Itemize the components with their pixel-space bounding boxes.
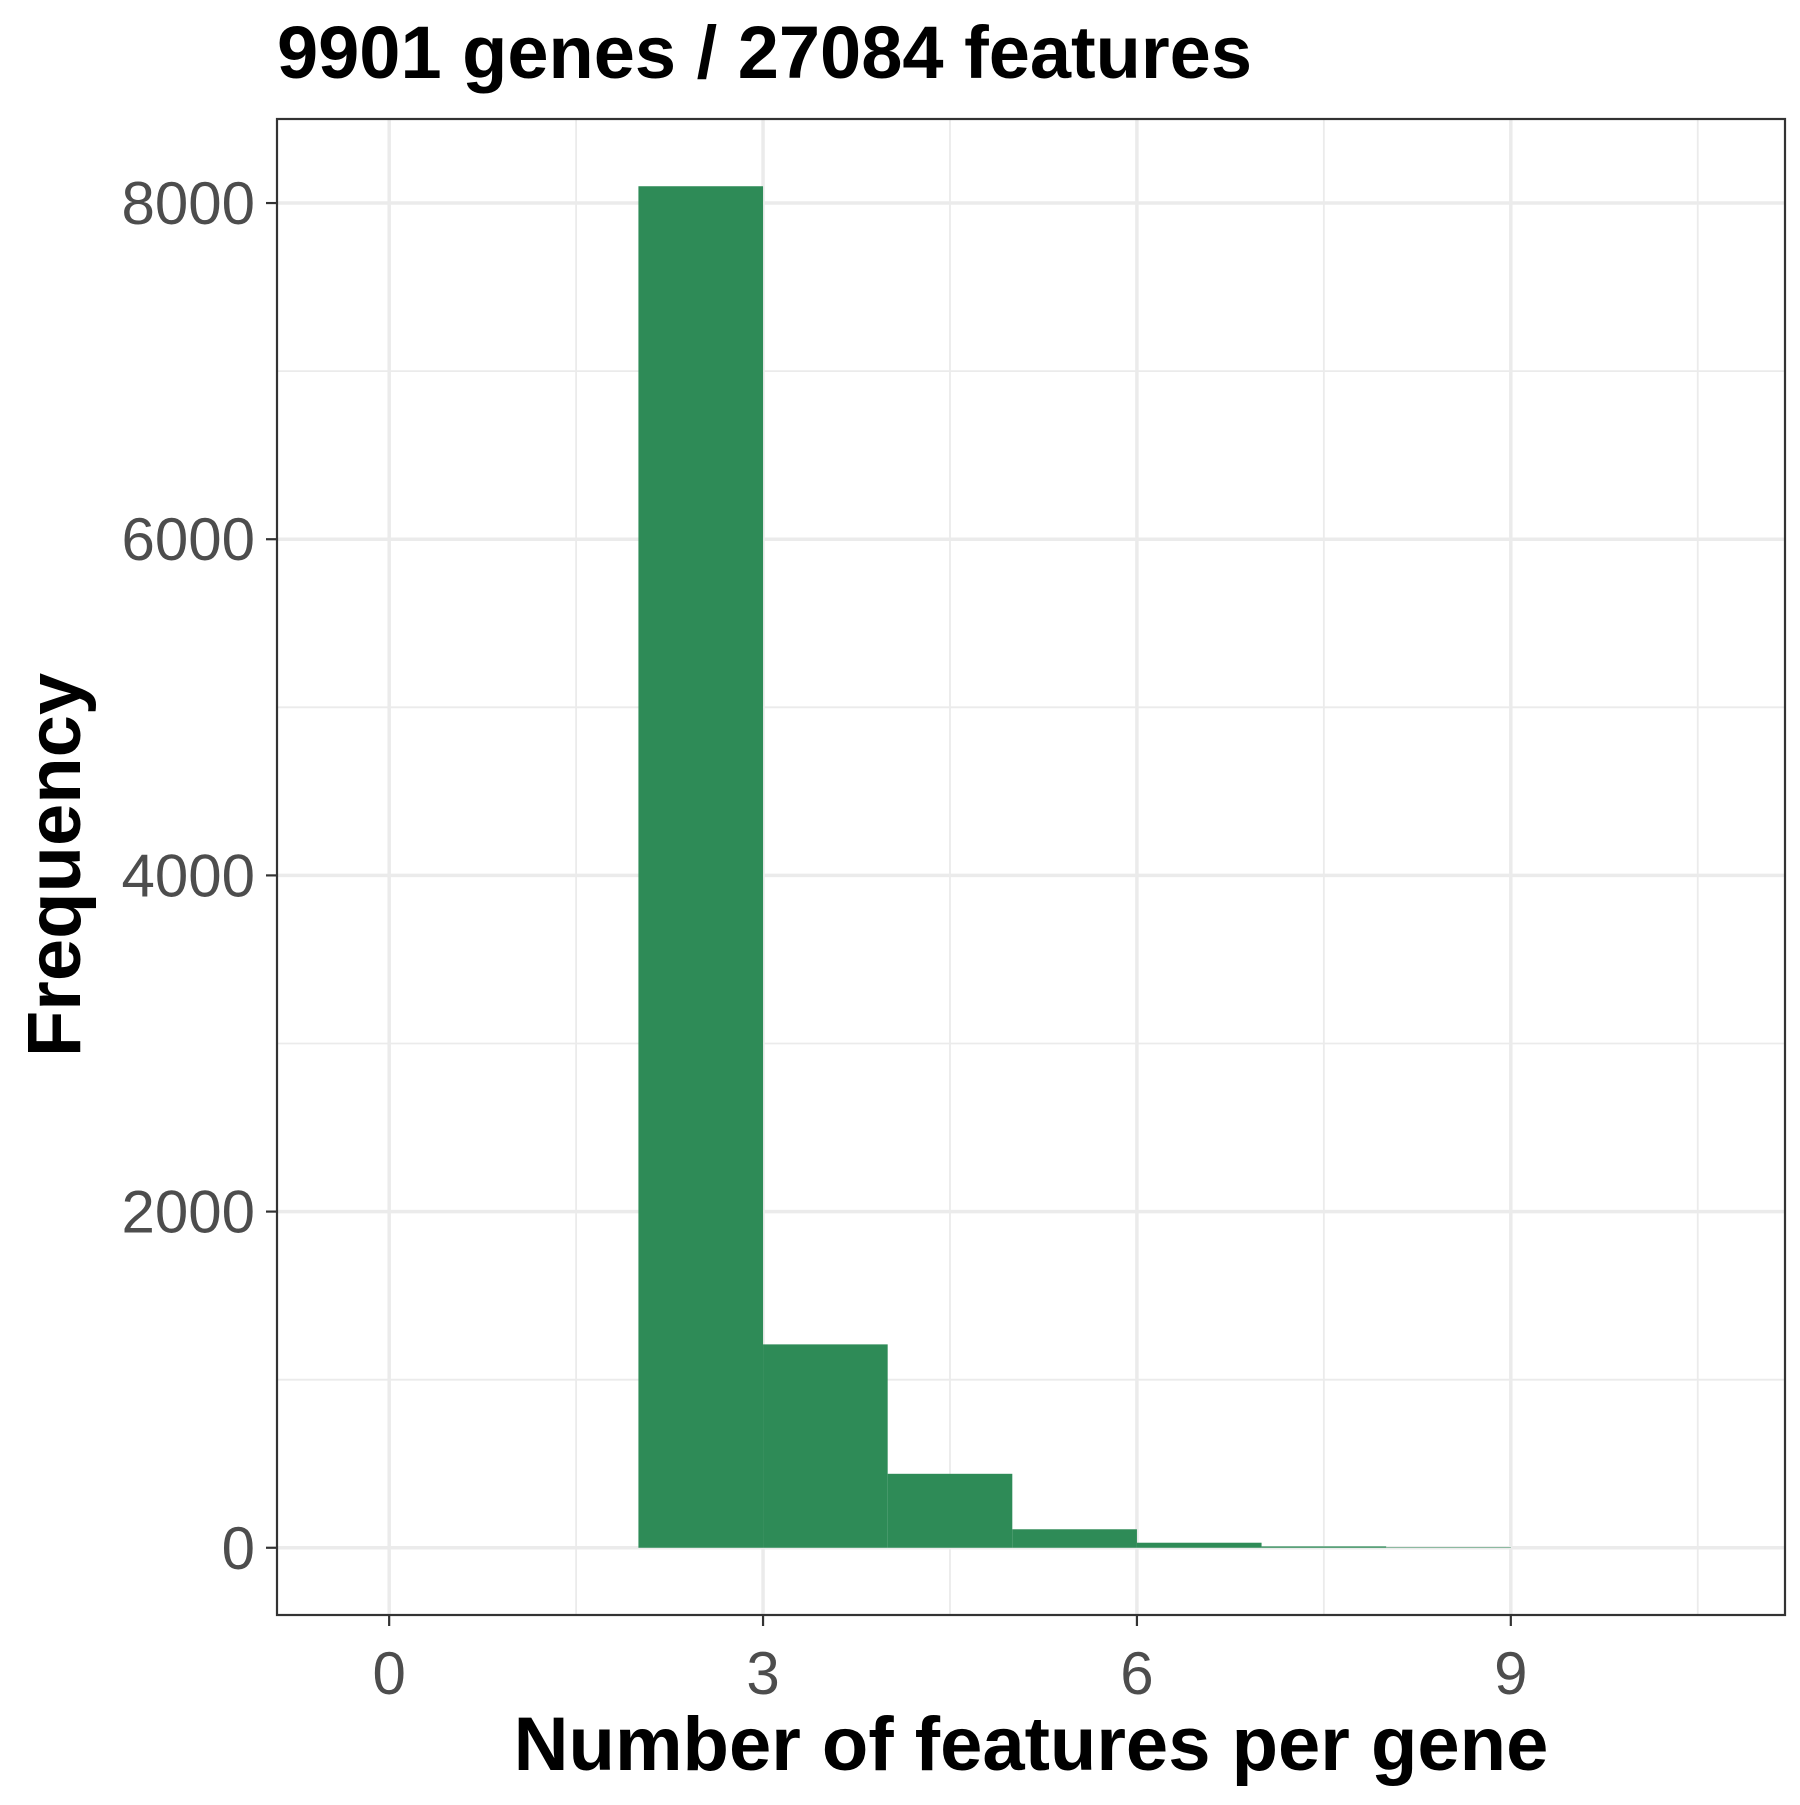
x-axis-title: Number of features per gene xyxy=(514,1702,1549,1787)
x-tick-label: 3 xyxy=(746,1640,779,1707)
histogram-bar xyxy=(763,1344,888,1548)
y-tick-label: 4000 xyxy=(122,842,255,909)
histogram-bar xyxy=(1386,1547,1511,1548)
histogram-bar xyxy=(638,186,764,1548)
bars-layer xyxy=(638,186,1511,1548)
y-tick-label: 0 xyxy=(222,1515,255,1582)
panel-border xyxy=(275,117,1787,1617)
x-tick-label: 0 xyxy=(372,1640,405,1707)
y-tick-label: 2000 xyxy=(122,1179,255,1246)
y-tick-label: 8000 xyxy=(122,170,255,237)
y-tick-label: 6000 xyxy=(122,506,255,573)
ticks-layer: 0 3 6 9 0 2000 4000 6000 8000 xyxy=(122,170,1528,1707)
x-tick-label: 6 xyxy=(1120,1640,1153,1707)
histogram-bar xyxy=(1136,1542,1262,1548)
histogram-bar xyxy=(1261,1546,1387,1548)
histogram-bar xyxy=(1012,1529,1137,1548)
y-axis-title: Frequency xyxy=(12,673,97,1057)
x-tick-label: 9 xyxy=(1494,1640,1527,1707)
chart-title: 9901 genes / 27084 features xyxy=(277,11,1252,94)
histogram-bar xyxy=(887,1473,1013,1548)
